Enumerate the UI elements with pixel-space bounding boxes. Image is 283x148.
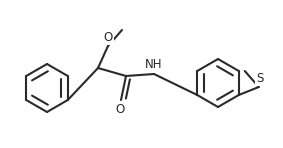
- Text: NH: NH: [145, 58, 163, 71]
- Text: O: O: [115, 103, 125, 116]
- Text: S: S: [256, 72, 263, 85]
- Text: O: O: [103, 31, 113, 44]
